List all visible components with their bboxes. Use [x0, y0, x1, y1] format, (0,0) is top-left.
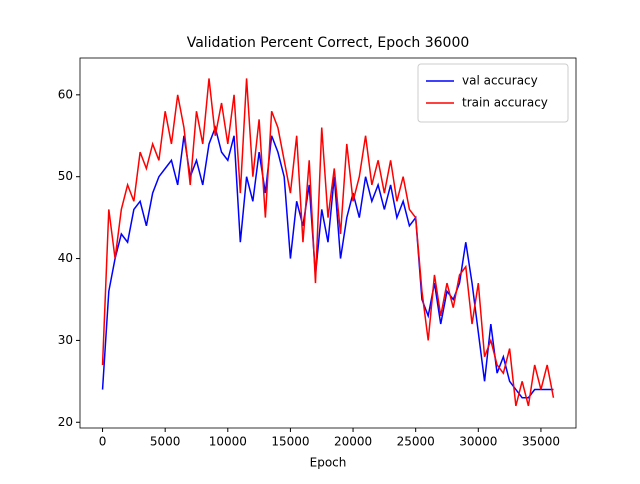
x-axis-label: Epoch: [310, 456, 347, 470]
x-tick-label: 20000: [334, 435, 372, 449]
x-tick-label: 30000: [459, 435, 497, 449]
x-tick-label: 15000: [271, 435, 309, 449]
series-line: [101, 78, 555, 407]
legend-label: train accuracy: [462, 96, 548, 110]
y-tick-label: 60: [58, 87, 73, 101]
series-line: [101, 125, 554, 399]
y-tick-label: 20: [58, 415, 73, 429]
x-tick-label: 25000: [397, 435, 435, 449]
x-tick-label: 5000: [150, 435, 181, 449]
y-tick-label: 30: [58, 333, 73, 347]
x-tick-label: 10000: [209, 435, 247, 449]
plot-frame: [79, 57, 577, 429]
x-tick-label: 35000: [522, 435, 560, 449]
y-tick-label: 40: [58, 251, 73, 265]
y-tick-label: 50: [58, 169, 73, 183]
x-tick-label: 0: [99, 435, 107, 449]
legend-box: [417, 63, 569, 123]
legend-label: val accuracy: [462, 74, 538, 88]
chart-title: Validation Percent Correct, Epoch 36000: [187, 35, 470, 51]
